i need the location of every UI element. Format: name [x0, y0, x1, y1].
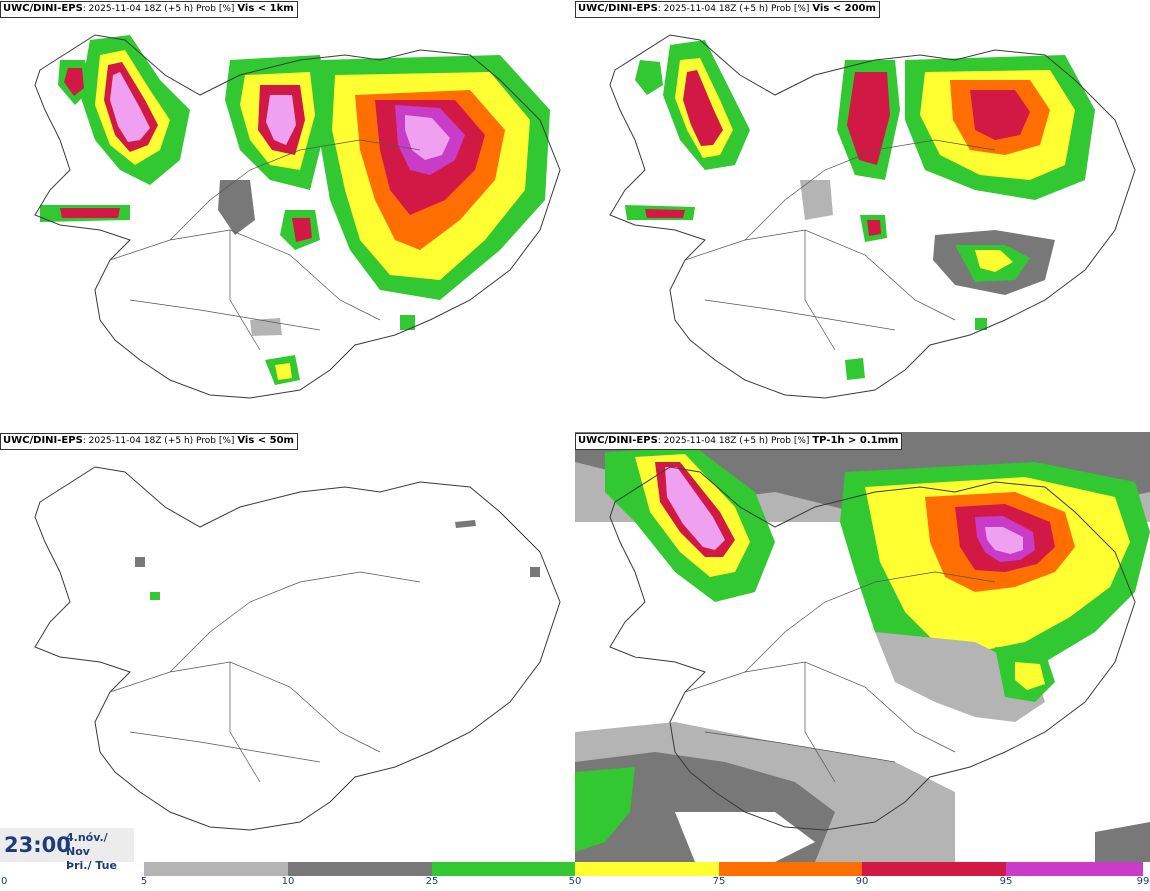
model-name: UWC/DINI-EPS — [578, 3, 658, 14]
probability-map — [34, 34, 561, 399]
valid-date-line2: Þri./ Tue — [66, 859, 117, 872]
iceland-coastline — [609, 34, 1136, 399]
panel-title: UWC/DINI-EPS: 2025-11-04 18Z (+5 h) Prob… — [0, 1, 298, 18]
threshold-label: Vis < 50m — [237, 435, 294, 446]
probability-map — [575, 432, 1150, 862]
road-network — [109, 571, 421, 783]
map-panel-vis-200m: UWC/DINI-EPS: 2025-11-04 18Z (+5 h) Prob… — [575, 0, 1150, 430]
road-network — [684, 571, 996, 783]
colorbar-tick-label: 75 — [712, 876, 726, 887]
threshold-label: Vis < 1km — [237, 3, 294, 14]
panel-title: UWC/DINI-EPS: 2025-11-04 18Z (+5 h) Prob… — [0, 433, 298, 450]
threshold-label: Vis < 200m — [812, 3, 876, 14]
colorbar-tick-label: 25 — [425, 876, 439, 887]
colorbar-segment — [1006, 862, 1143, 876]
colorbar-tick-label: 10 — [281, 876, 295, 887]
model-name: UWC/DINI-EPS — [578, 435, 658, 446]
probability-map — [609, 34, 1136, 399]
probability-field — [575, 432, 1150, 862]
run-info: : 2025-11-04 18Z (+5 h) Prob [%] — [82, 436, 235, 446]
colorbar-segment — [719, 862, 862, 876]
valid-date-line1: 4.nóv./ Nov — [66, 831, 108, 858]
threshold-label: TP-1h > 0.1mm — [812, 435, 899, 446]
panel-title: UWC/DINI-EPS: 2025-11-04 18Z (+5 h) Prob… — [575, 1, 880, 18]
run-info: : 2025-11-04 18Z (+5 h) Prob [%] — [82, 4, 235, 14]
valid-time-box: 23:00 4.nóv./ Nov Þri./ Tue — [0, 828, 134, 872]
colorbar-tick-label: 0 — [1, 876, 8, 887]
colorbar-segment — [575, 862, 719, 876]
road-network — [109, 139, 421, 351]
map-panel-precip: UWC/DINI-EPS: 2025-11-04 18Z (+5 h) Prob… — [575, 432, 1150, 862]
model-name: UWC/DINI-EPS — [3, 435, 83, 446]
map-panel-vis-1km: UWC/DINI-EPS: 2025-11-04 18Z (+5 h) Prob… — [0, 0, 575, 430]
colorbar-segment — [432, 862, 575, 876]
panel-title: UWC/DINI-EPS: 2025-11-04 18Z (+5 h) Prob… — [575, 433, 903, 450]
colorbar-tick-label: 99 — [1136, 876, 1150, 887]
colorbar-segment — [144, 862, 288, 876]
colorbar-tick-label: 5 — [140, 876, 148, 887]
colorbar-segment — [862, 862, 1006, 876]
iceland-coastline — [609, 466, 1136, 831]
colorbar-tick-label: 50 — [568, 876, 582, 887]
iceland-coastline — [34, 466, 561, 831]
model-name: UWC/DINI-EPS — [3, 3, 83, 14]
colorbar-segment — [0, 862, 144, 876]
valid-time-clock: 23:00 — [4, 833, 71, 857]
probability-field — [135, 520, 540, 600]
probability-field — [625, 40, 1095, 380]
probability-map — [34, 466, 561, 831]
probability-colorbar: 0 5 10 25 50 75 90 95 99 — [0, 862, 1150, 891]
colorbar-tick-label: 95 — [999, 876, 1013, 887]
run-info: : 2025-11-04 18Z (+5 h) Prob [%] — [657, 436, 810, 446]
iceland-coastline — [34, 34, 561, 399]
probability-field — [40, 35, 550, 385]
colorbar-segment — [288, 862, 432, 876]
map-panel-vis-50m: UWC/DINI-EPS: 2025-11-04 18Z (+5 h) Prob… — [0, 432, 575, 862]
road-network — [684, 139, 996, 351]
valid-date: 4.nóv./ Nov Þri./ Tue — [66, 831, 134, 873]
run-info: : 2025-11-04 18Z (+5 h) Prob [%] — [657, 4, 810, 14]
colorbar-tick-label: 90 — [855, 876, 869, 887]
